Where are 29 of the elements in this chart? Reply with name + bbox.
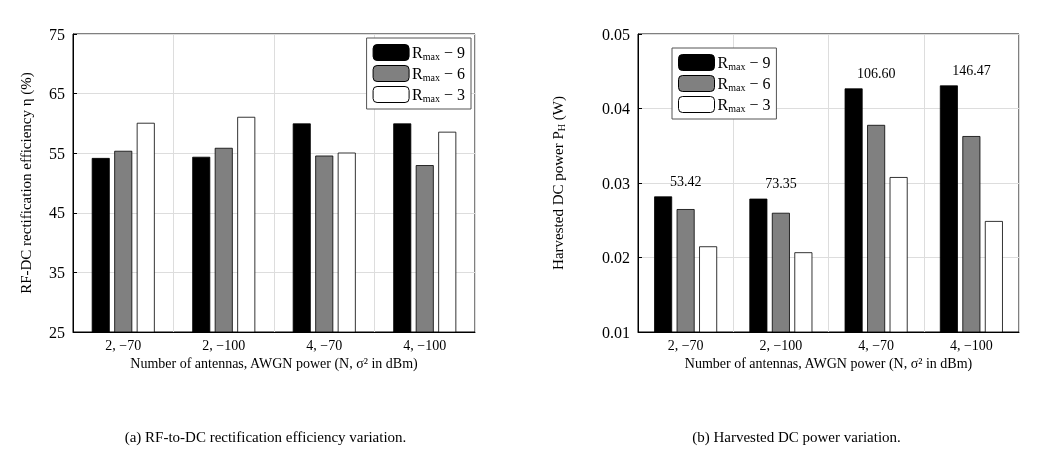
x-tick-label: 2, −70 — [105, 337, 142, 353]
text: (a) RF-to-DC rectification efficiency variation. — [124, 428, 407, 446]
y-tick-label: 0.02 — [602, 249, 630, 266]
annotation: 106.60 — [856, 65, 896, 81]
annotation: 73.35 — [765, 176, 797, 192]
y-tick-label: 75 — [49, 25, 65, 43]
x-tick-label: 4, −70 — [306, 337, 343, 353]
x-tick-label: 2, −70 — [667, 337, 704, 353]
y-tick-label: 0.01 — [602, 323, 630, 341]
x-axis-title: Number of antennas, AWGN power (N, σ² in dBm) — [684, 356, 973, 373]
x-tick-label: 2, −100 — [202, 337, 246, 353]
x-tick-label: 4, −100 — [403, 337, 447, 353]
annotation: 146.47 — [952, 62, 991, 78]
annotation: 53.42 — [669, 173, 702, 189]
y-axis-title: RF-DC rectification efficiency η (%) — [17, 72, 35, 294]
y-tick-label: 0.03 — [602, 174, 630, 192]
y-tick-label: 55 — [49, 144, 65, 162]
x-tick-label: 4, −100 — [949, 337, 993, 353]
y-tick-label: 25 — [49, 323, 65, 341]
x-tick-label: 2, −100 — [759, 337, 803, 353]
x-axis-title: Number of antennas, AWGN power (N, σ² in dBm) — [130, 356, 419, 373]
text: (b) Harvested DC power variation. — [692, 428, 901, 446]
y-axis-title: Harvested DC power PH (W) — [549, 96, 567, 270]
y-tick-label: 45 — [49, 204, 65, 222]
y-tick-label: 35 — [49, 263, 65, 281]
y-tick-label: 0.04 — [602, 100, 630, 117]
y-tick-label: 65 — [49, 85, 65, 103]
x-tick-label: 4, −70 — [858, 337, 895, 353]
y-tick-label: 0.05 — [602, 25, 630, 43]
